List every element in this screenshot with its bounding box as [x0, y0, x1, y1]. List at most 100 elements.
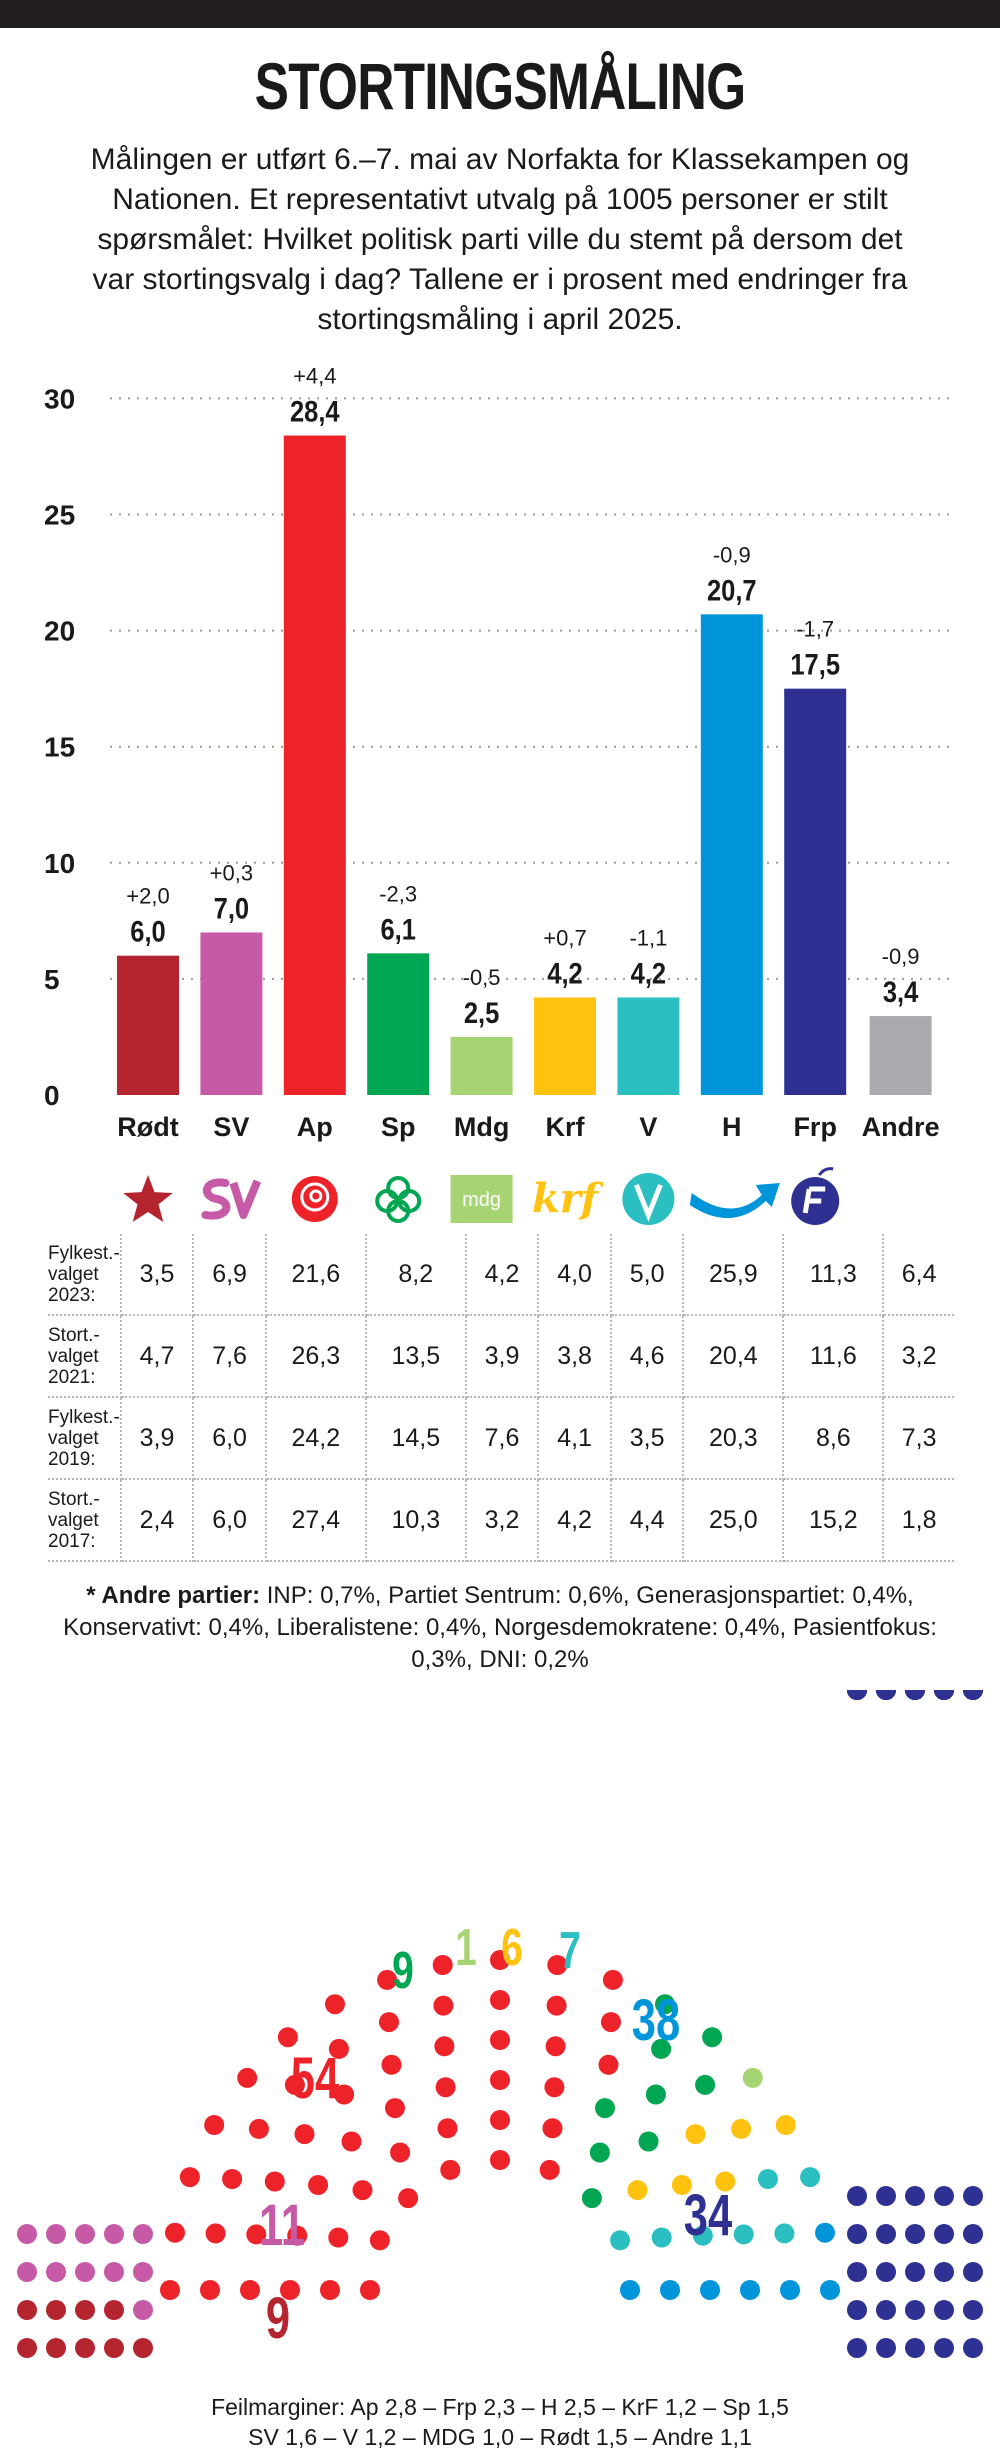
seat-dot-ap	[432, 1955, 453, 1975]
y-tick-label: 20	[44, 616, 75, 647]
table-cell: 27,4	[265, 1479, 367, 1562]
seat-dot-frp	[876, 2262, 896, 2282]
row-label-line: valget	[48, 1345, 99, 1367]
seat-dot-ap	[204, 2115, 225, 2135]
h-arrow-shape	[689, 1183, 780, 1219]
seat-dot-ap	[352, 2180, 373, 2201]
mdg-box	[450, 1175, 513, 1223]
sv-v-shape	[229, 1179, 262, 1219]
seat-dot-frp	[847, 2338, 867, 2358]
seat-dot-frp	[847, 2186, 867, 2206]
seat-dot-ap	[440, 2159, 461, 2180]
seat-dot-roedt	[46, 2300, 66, 2320]
bar-krf	[534, 997, 596, 1095]
y-tick-label: 10	[44, 848, 75, 879]
seat-dot-ap	[539, 2159, 560, 2180]
frp-logo-icon	[791, 1167, 840, 1225]
change-label: +4,4	[293, 364, 336, 389]
table-cell: 24,2	[265, 1397, 367, 1480]
seat-dot-roedt	[17, 2338, 37, 2358]
table-cell: 3,9	[120, 1397, 195, 1480]
seat-dot-ap	[545, 2036, 566, 2057]
seat-dot-ap	[160, 2280, 180, 2300]
seat-dot-sp	[655, 1994, 675, 2015]
roedt-logo-icon	[123, 1175, 173, 1222]
seat-dot-ap	[381, 2054, 402, 2075]
intro-text: Målingen er utført 6.–7. mai av Norfakta…	[90, 143, 910, 336]
seat-dot-sp	[702, 2027, 723, 2048]
seat-dot-sv	[104, 2224, 124, 2244]
note-text: INP: 0,7%, Partiet Sentrum: 0,6%, Genera…	[63, 1582, 937, 1673]
bar-ap	[283, 435, 346, 1095]
seat-dot-frp	[876, 2300, 896, 2320]
row-label-line: 2017:	[48, 1530, 96, 1552]
sv-s-shape	[201, 1178, 231, 1220]
seat-dot-ap	[246, 2224, 267, 2245]
seat-dot-h	[700, 2280, 720, 2300]
seat-dot-ap	[248, 2118, 269, 2139]
bar-andre	[869, 1016, 932, 1095]
value-label: 17,5	[790, 648, 840, 681]
seat-dot-frp	[847, 2300, 867, 2320]
seat-dot-ap	[179, 2167, 200, 2188]
table-cell: 4,2	[538, 1479, 612, 1562]
v-logo-icon	[622, 1173, 675, 1225]
seat-dot-ap	[390, 2142, 411, 2163]
table-cell: 11,6	[783, 1315, 885, 1398]
seat-label-v: 7	[559, 1920, 581, 1979]
table-cell: 4,4	[610, 1479, 685, 1562]
row-label-line: 2023:	[48, 1284, 96, 1306]
seat-dot-sv	[75, 2262, 95, 2282]
category-label: Sp	[381, 1112, 416, 1142]
seat-label-mdg: 1	[455, 1917, 477, 1976]
table-cell: 6,9	[193, 1234, 267, 1316]
seat-dot-ap	[294, 2124, 315, 2145]
seat-dot-sp	[645, 2084, 666, 2105]
y-tick-label: 5	[44, 964, 60, 995]
value-label: 28,4	[290, 395, 340, 428]
seat-dot-frp	[934, 2338, 954, 2358]
table-cell: 3,8	[538, 1315, 612, 1398]
clover-leaf	[386, 1176, 411, 1200]
change-label: -0,5	[463, 965, 501, 990]
category-label: SV	[213, 1112, 249, 1142]
seat-dot-ap	[434, 2036, 455, 2057]
table-row: Fylkest.- valget 2023: 3,5 6,9 21,6 8,2 4,2 4,0 5…	[48, 1234, 954, 1316]
bar-chart: 0 5 10 15 20 25 30 6,0 +2,0 Rødt 7,0 +0,3 SV 28,4 +4,4…	[44, 364, 950, 1225]
seat-dot-sp	[695, 2074, 716, 2095]
seat-dot-ap	[398, 2188, 419, 2209]
seat-dot-v	[800, 2167, 821, 2188]
table-cell: 6,4	[883, 1234, 954, 1316]
seat-dot-ap	[437, 2118, 458, 2139]
row-label-line: 2019:	[48, 1448, 96, 1470]
seat-dot-ap	[280, 2280, 300, 2300]
table-cell: 10,3	[365, 1479, 467, 1562]
table-cell: 3,5	[610, 1397, 685, 1480]
note-heading: * Andre partier:	[86, 1582, 261, 1609]
seat-dot-frp	[905, 2224, 925, 2244]
seat-dot-frp	[905, 1690, 925, 1700]
seat-dot-frp	[963, 2186, 983, 2206]
seat-dot-roedt	[75, 2338, 95, 2358]
seat-dot-frp	[905, 2300, 925, 2320]
table-cell: 8,6	[783, 1397, 885, 1480]
seat-dot-frp	[876, 1690, 896, 1700]
seat-dot-roedt	[75, 2300, 95, 2320]
seat-dot-frp	[963, 2338, 983, 2358]
row-label: Stort.- valget 2021:	[48, 1315, 122, 1398]
seat-dot-krf	[775, 2115, 796, 2135]
table-cell: 4,6	[610, 1315, 685, 1398]
seat-dot-ap	[490, 2150, 510, 2170]
page-title: STORTINGSMÅLING	[254, 49, 746, 123]
value-label: 20,7	[707, 573, 757, 606]
table-cell: 25,0	[683, 1479, 785, 1562]
other-parties-note: * Andre partier: INP: 0,7%, Partiet Sent…	[60, 1580, 940, 1676]
seat-dot-h	[740, 2280, 760, 2300]
category-label: Krf	[546, 1112, 586, 1142]
seat-dot-ap	[328, 2227, 349, 2248]
rose-petal	[300, 1182, 330, 1212]
seat-label-ap: 54	[291, 2046, 340, 2110]
table-cell: 20,4	[683, 1315, 785, 1398]
seat-dot-frp	[963, 1690, 983, 1700]
bar-frp	[784, 688, 847, 1095]
